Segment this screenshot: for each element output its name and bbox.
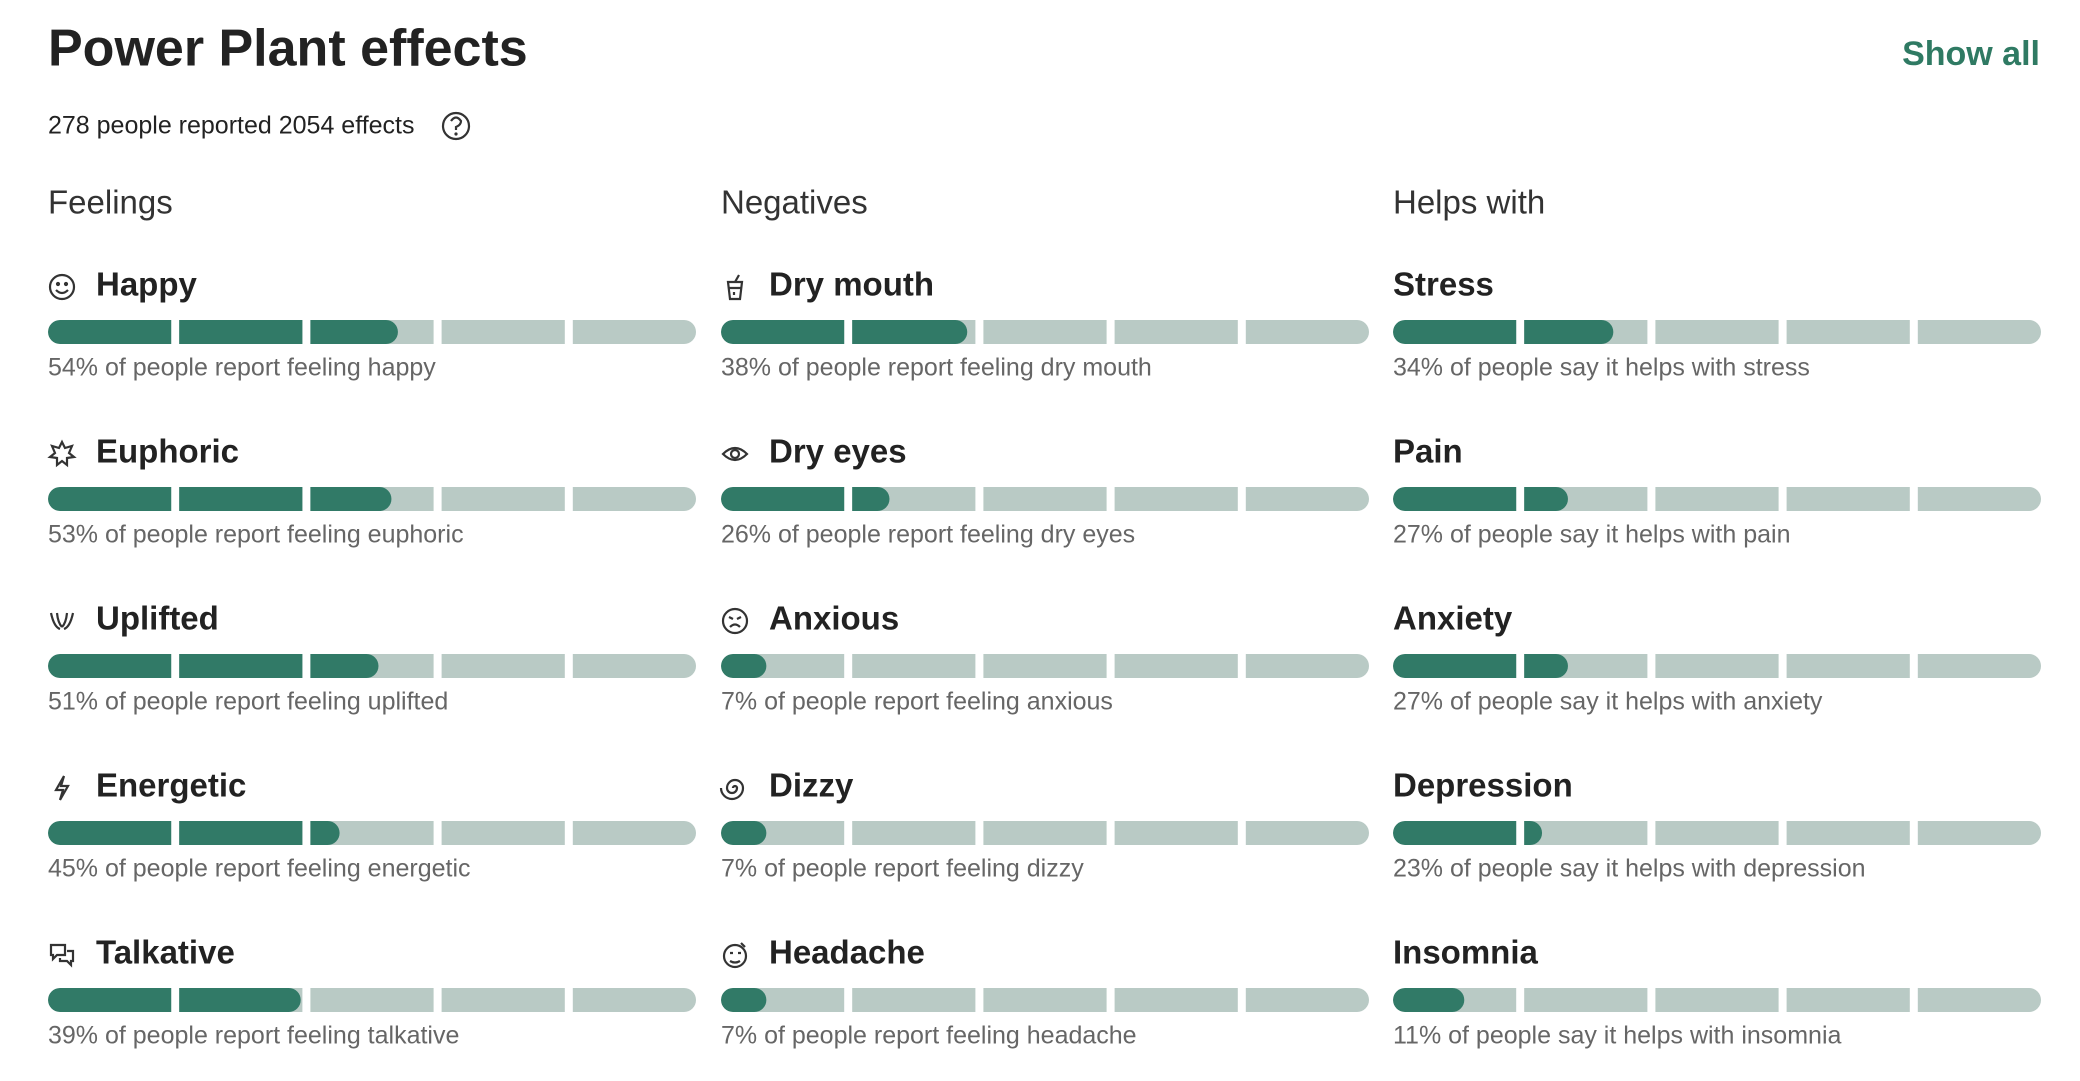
bar [1393,320,2041,344]
bar-track [721,988,1369,1012]
effect-name: Talkative [96,934,235,971]
effect-name: Pain [1393,433,1463,470]
effect-description: 7% of people report feeling anxious [721,688,1113,716]
effect-row: Happy 54% of people report feeling happy [48,266,696,382]
effect-description: 27% of people say it helps with pain [1393,521,1790,549]
effect-name: Happy [96,266,198,303]
bar-fill [1393,988,1465,1012]
effect-name: Insomnia [1393,934,1539,971]
effect-icon [721,607,749,635]
effect-icon [54,775,70,801]
effect-row: Stress 34% of people say it helps with st… [1393,266,2041,382]
section-title: Feelings [48,184,173,221]
bar [48,320,696,344]
bar-fill [1393,654,1568,678]
effect-row: Pain 27% of people say it helps with pain [1393,433,2041,549]
effect-description: 54% of people report feeling happy [48,354,436,382]
effect-description: 38% of people report feeling dry mouth [721,354,1152,382]
effect-description: 45% of people report feeling energetic [48,855,471,883]
bar [721,654,1369,678]
effect-icon [48,273,76,301]
effect-name: Uplifted [96,600,219,637]
effect-description: 26% of people report feeling dry eyes [721,521,1135,549]
effect-row: Dry mouth 38% of people report feeling dr… [721,266,1369,382]
effect-icon [722,942,748,969]
bar [721,487,1369,511]
effect-description: 39% of people report feeling talkative [48,1022,459,1050]
bar [48,821,696,845]
title: Power Plant effects [48,20,528,78]
effect-icon [49,943,75,968]
summary: 278 people reported 2054 effects [48,112,415,140]
effect-row: Insomnia 11% of people say it helps with … [1393,934,2041,1050]
bar-fill [48,821,340,845]
bar-fill [48,487,392,511]
bar-fill [48,988,301,1012]
bar-fill [1393,487,1568,511]
bar-track [721,821,1369,845]
effect-row: Euphoric 53% of people report feeling eup… [47,433,696,549]
bar [721,320,1369,344]
bar [1393,654,2041,678]
effect-name: Depression [1393,767,1573,804]
effect-name: Euphoric [96,433,239,470]
bar [721,821,1369,845]
help-icon[interactable] [441,111,471,141]
effect-row: Depression 23% of people say it helps wit… [1393,767,2041,883]
bar-fill [721,821,767,845]
effect-icon [47,439,77,468]
bar [721,988,1369,1012]
bar [48,988,696,1012]
effect-row: Dry eyes 26% of people report feeling dry… [721,433,1369,549]
effect-name: Headache [769,934,925,971]
effect-name: Dry eyes [769,433,907,470]
bar-fill [1393,821,1543,845]
effect-description: 7% of people report feeling dizzy [721,855,1084,883]
effect-name: Anxiety [1393,600,1513,637]
bar-fill [721,988,767,1012]
effect-name: Dry mouth [769,266,934,303]
effect-description: 53% of people report feeling euphoric [48,521,464,549]
bar [48,654,696,678]
bar-fill [48,320,398,344]
bar-fill [1393,320,1614,344]
effect-row: Talkative 39% of people report feeling ta… [48,934,696,1050]
effect-icon [719,778,745,801]
show-all-link[interactable]: Show all [1902,35,2040,73]
bar-fill [721,320,968,344]
bar-fill [721,654,767,678]
effect-name: Anxious [769,600,899,637]
effect-icon [721,446,749,462]
bar-track [1393,988,2041,1012]
effect-row: Anxiety 27% of people say it helps with a… [1393,600,2041,716]
bar-fill [48,654,379,678]
effect-description: 23% of people say it helps with depressi… [1393,855,1866,883]
effect-row: Anxious 7% of people report feeling anxio… [721,600,1369,716]
bar-track [721,654,1369,678]
effect-row: Uplifted 51% of people report feeling upl… [48,600,696,716]
effect-description: 34% of people say it helps with stress [1393,354,1810,382]
effect-row: Headache 7% of people report feeling head… [721,934,1369,1050]
effect-name: Stress [1393,266,1494,303]
effect-icon [726,274,744,301]
effect-row: Dizzy 7% of people report feeling dizzy [719,767,1369,883]
effect-name: Energetic [96,767,246,804]
bar-fill [721,487,890,511]
effect-description: 27% of people say it helps with anxiety [1393,688,1823,716]
bar [1393,821,2041,845]
bar [1393,487,2041,511]
effect-description: 7% of people report feeling headache [721,1022,1137,1050]
bar [1393,988,2041,1012]
section-title: Negatives [721,184,868,221]
bar [48,487,696,511]
effect-icon [49,612,75,631]
effect-description: 11% of people say it helps with insomnia [1393,1022,1841,1050]
effect-name: Dizzy [769,767,854,804]
section-title: Helps with [1393,184,1545,221]
effect-description: 51% of people report feeling uplifted [48,688,448,716]
effect-row: Energetic 45% of people report feeling en… [48,767,696,883]
